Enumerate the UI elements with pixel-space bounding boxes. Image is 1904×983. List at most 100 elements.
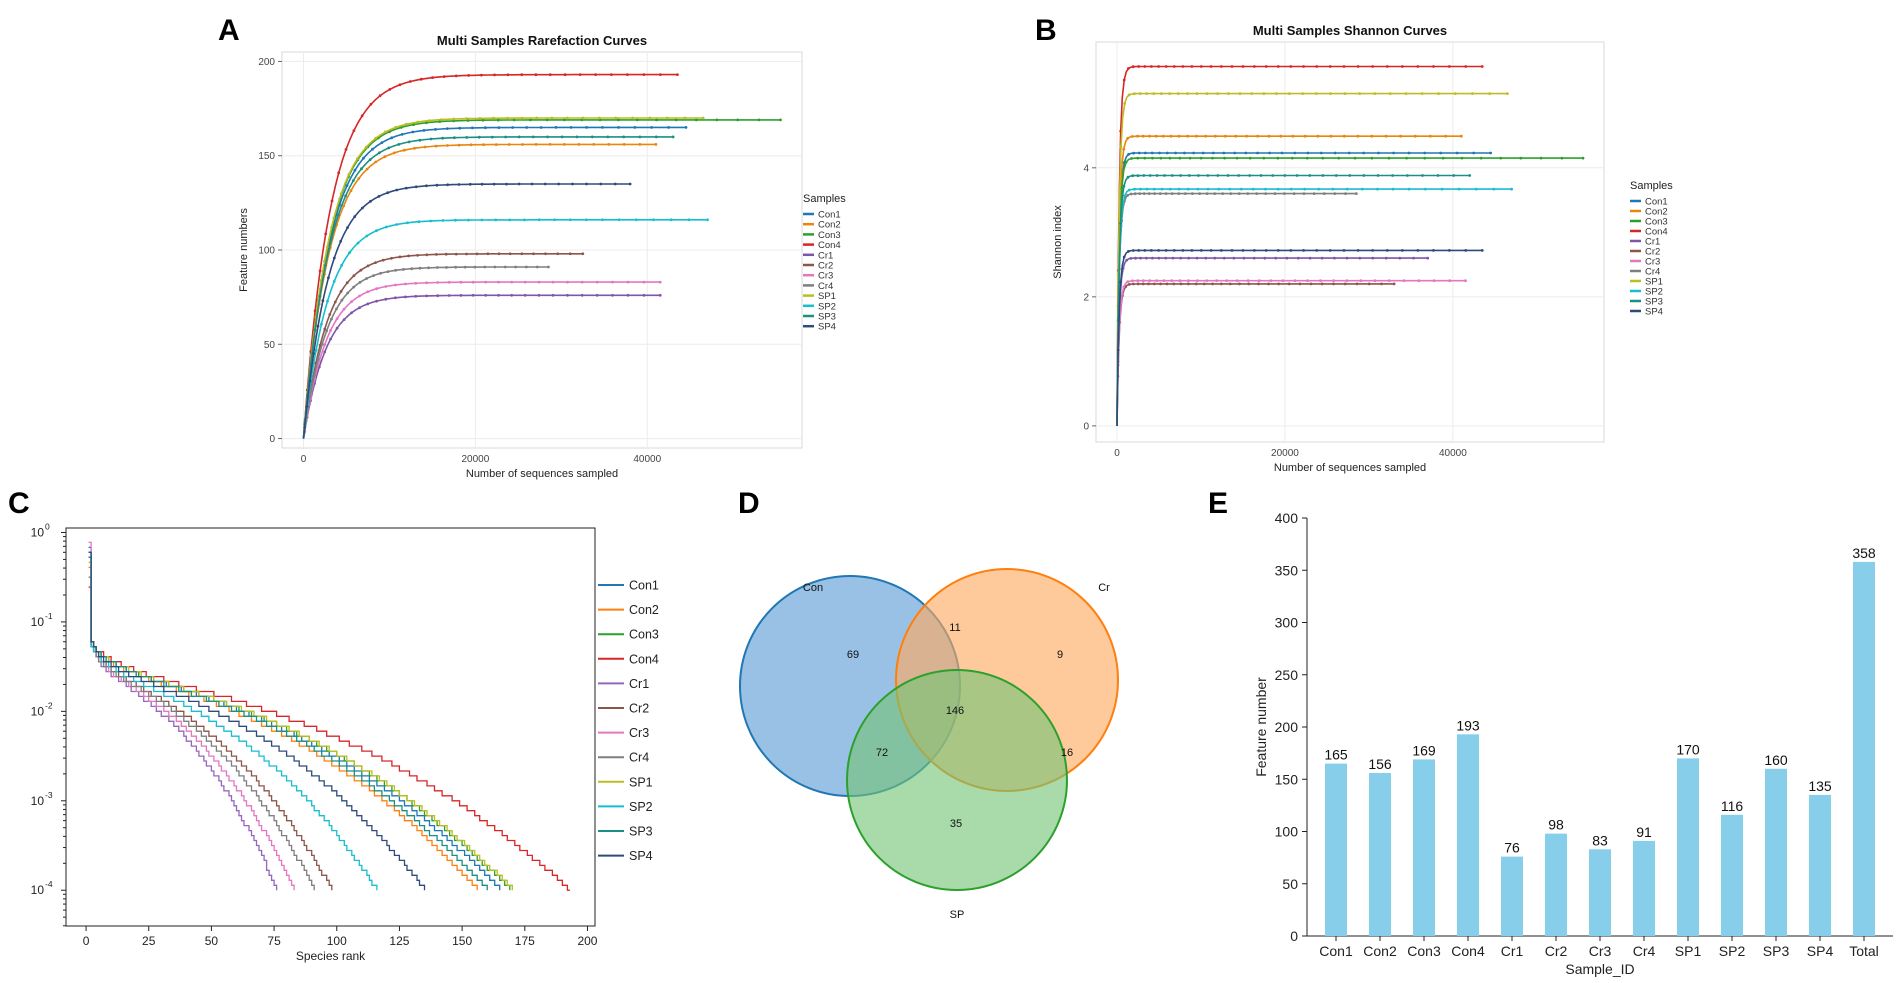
series-con1 — [1116, 151, 1492, 426]
series-point — [335, 326, 339, 330]
series-point — [1222, 151, 1226, 155]
series-point — [312, 352, 315, 355]
series-point — [332, 280, 336, 283]
bar-value-label: 193 — [1456, 717, 1480, 733]
series-point — [562, 143, 566, 146]
series-point — [1186, 92, 1189, 95]
series-point — [1367, 282, 1371, 286]
series-point — [534, 73, 538, 77]
series-point — [1259, 174, 1263, 177]
series-point — [1464, 249, 1468, 252]
series-point — [537, 218, 541, 222]
series-point — [397, 143, 401, 146]
series-point — [1355, 282, 1359, 286]
series-point — [1190, 249, 1194, 252]
series-point — [374, 136, 377, 140]
series-point — [1302, 249, 1305, 252]
legend-label-sp2: SP2 — [629, 800, 653, 814]
series-point — [1202, 282, 1206, 286]
series-point — [1437, 92, 1440, 95]
venn-region-value: 72 — [876, 747, 888, 759]
series-point — [339, 192, 343, 196]
series-point — [308, 379, 312, 383]
series-point — [496, 118, 500, 122]
series-point — [1308, 174, 1312, 177]
series-point — [339, 239, 343, 243]
series-point — [1119, 145, 1123, 149]
series-point — [381, 258, 385, 262]
legend-label-con4: Con4 — [818, 240, 841, 251]
series-point — [1264, 249, 1268, 252]
y-axis-label: Feature numbers — [238, 208, 250, 292]
series-point — [1157, 65, 1160, 68]
series-point — [551, 280, 555, 284]
series-point — [478, 117, 482, 120]
series-point — [1230, 65, 1234, 68]
series-point — [365, 167, 369, 171]
series-point — [1333, 256, 1336, 260]
series-point — [329, 329, 332, 332]
series-point — [1267, 134, 1271, 138]
series-point — [1362, 174, 1366, 177]
series-point — [1126, 280, 1130, 284]
series-point — [392, 151, 396, 155]
series-point — [628, 182, 632, 186]
series-point — [1264, 187, 1267, 191]
series-point — [1480, 249, 1484, 252]
series-point — [1417, 279, 1421, 283]
series-point — [523, 280, 527, 284]
series-point — [436, 294, 440, 298]
series-point — [654, 135, 658, 139]
series-point — [458, 126, 462, 130]
series-point — [1239, 187, 1243, 191]
y-tick-label: 200 — [1275, 719, 1299, 735]
series-point — [400, 133, 404, 136]
series-line-cr2 — [302, 253, 583, 439]
series-point — [1131, 65, 1135, 69]
series-point — [1136, 279, 1140, 283]
series-point — [1137, 249, 1141, 252]
series-point — [1177, 134, 1181, 138]
series-point — [1370, 156, 1374, 160]
series-point — [701, 116, 705, 120]
series-point — [658, 293, 662, 297]
series-point — [1157, 256, 1161, 260]
series-point — [511, 126, 514, 129]
series-point — [1224, 134, 1227, 138]
series-point — [350, 300, 353, 304]
series-point — [339, 290, 343, 293]
series-point — [425, 281, 428, 285]
series-point — [1120, 186, 1124, 190]
series-point — [594, 73, 597, 76]
series-point — [445, 266, 448, 269]
series-point — [394, 296, 397, 300]
y-tick-label: 10 — [31, 525, 45, 539]
y-tick-exponent: -3 — [45, 790, 53, 800]
series-point — [1159, 282, 1162, 286]
series-point — [364, 145, 368, 149]
bar-cr2 — [1545, 833, 1567, 936]
x-tick-label: 0 — [83, 934, 90, 948]
y-tick-label: 50 — [1282, 876, 1298, 892]
series-point — [1358, 256, 1362, 260]
series-point — [1209, 65, 1213, 68]
series-point — [332, 216, 336, 220]
series-point — [1165, 282, 1169, 286]
series-point — [635, 118, 639, 122]
series-point — [324, 264, 327, 267]
series-point — [1289, 65, 1293, 68]
series-point — [1428, 134, 1432, 138]
series-point — [431, 76, 434, 79]
panel-label-a: A — [218, 14, 240, 47]
series-point — [1187, 256, 1191, 260]
series-point — [617, 218, 621, 222]
x-axis-label: Sample_ID — [1565, 961, 1634, 977]
series-point — [1143, 156, 1147, 160]
series-point — [535, 265, 539, 269]
series-point — [377, 151, 381, 155]
series-line-cr4 — [88, 576, 315, 891]
series-point — [1387, 279, 1391, 283]
venn-region-value: 69 — [847, 649, 859, 661]
series-point — [1404, 92, 1408, 95]
series-point — [447, 280, 451, 284]
